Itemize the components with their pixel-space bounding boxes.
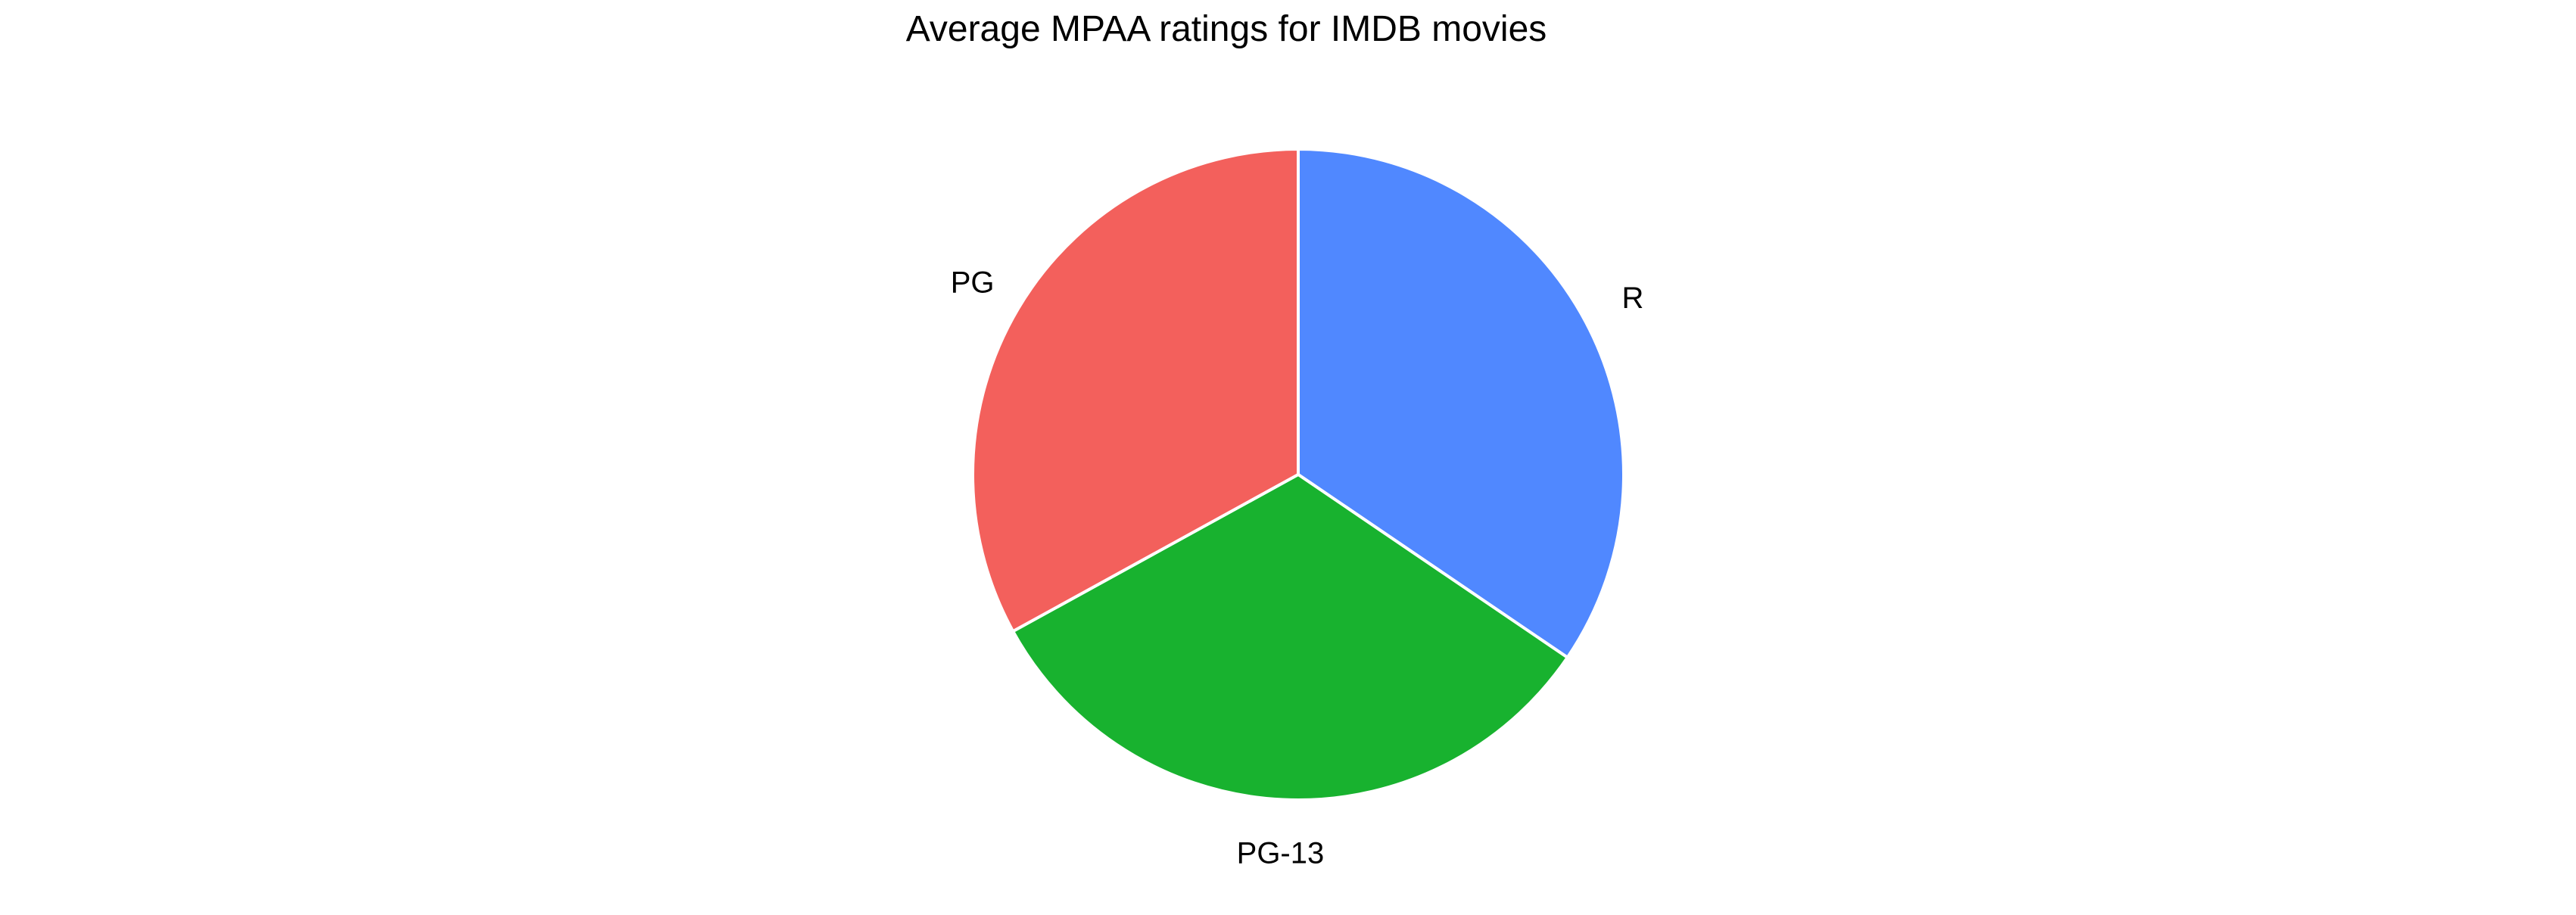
pie-label-pg: PG bbox=[951, 266, 995, 299]
pie-label-r: R bbox=[1621, 282, 1643, 315]
chart-title: Average MPAA ratings for IMDB movies bbox=[906, 9, 1547, 49]
pie-slices bbox=[971, 147, 1625, 801]
pie-slice-pg bbox=[971, 147, 1300, 633]
pie-slice-r bbox=[1297, 147, 1625, 660]
pie-label-pg-13: PG-13 bbox=[1237, 836, 1325, 870]
pie-labels: R PG-13 PG bbox=[951, 266, 1644, 870]
